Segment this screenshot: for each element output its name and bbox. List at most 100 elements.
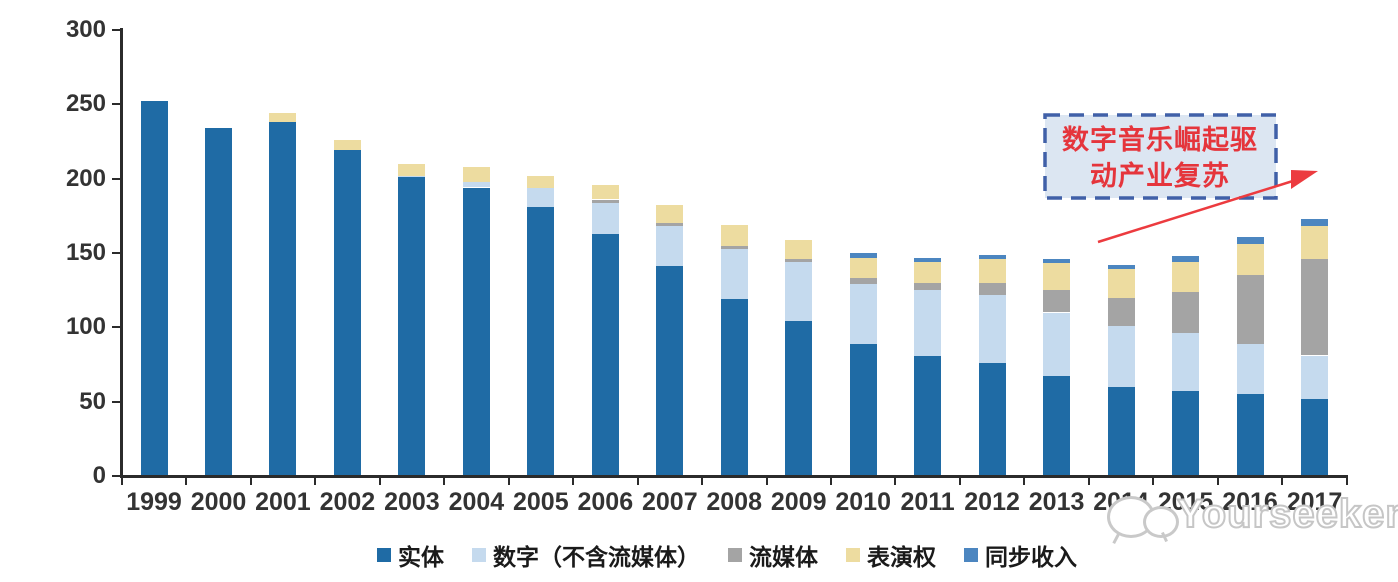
- x-tick-16: [1152, 477, 1155, 485]
- x-tick-label-2005: 2005: [512, 488, 569, 516]
- x-tick-label-2001: 2001: [255, 488, 311, 516]
- chat-bubble-tail: [1112, 531, 1121, 545]
- bar-segment-2013-sync-revenue: [1043, 258, 1071, 264]
- bar-segment-2014-digital-excl-streaming: [1107, 325, 1135, 387]
- bar-segment-2012-streaming: [978, 282, 1006, 295]
- bar-segment-2017-streaming: [1301, 258, 1328, 356]
- annotation-arrowhead-icon: [1291, 170, 1318, 189]
- bar-segment-2009-performance-rights: [785, 239, 813, 259]
- bar-segment-2016-physical: [1236, 394, 1264, 476]
- y-tick-150: [112, 252, 121, 254]
- y-tick-200: [112, 177, 121, 180]
- bar-segment-2004-physical: [462, 187, 490, 476]
- x-tick-label-2009: 2009: [770, 488, 827, 516]
- bar-segment-2008-performance-rights: [720, 224, 748, 246]
- bar-segment-2010-physical: [849, 343, 877, 476]
- legend-swatch-performance-rights: [846, 548, 860, 562]
- x-tick-3: [314, 477, 317, 485]
- y-tick-300: [112, 29, 121, 31]
- bar-segment-2017-physical: [1301, 398, 1328, 476]
- bar-segment-2007-physical: [656, 266, 684, 476]
- x-tick-label-2004: 2004: [448, 488, 505, 516]
- chat-bubble-small: [1143, 506, 1179, 538]
- bar-segment-2014-physical: [1107, 386, 1135, 476]
- legend: 实体 数字（不含流媒体） 流媒体 表演权 同步收入: [377, 538, 1077, 572]
- bar-segment-2004-digital-excl-streaming: [462, 181, 490, 188]
- bar-segment-2007-performance-rights: [656, 205, 684, 224]
- bar-segment-2015-physical: [1172, 391, 1199, 476]
- bar-segment-2012-physical: [978, 363, 1006, 476]
- bar-segment-2013-digital-excl-streaming: [1043, 312, 1071, 377]
- y-axis-line: [120, 28, 123, 478]
- x-tick-label-2011: 2011: [900, 488, 955, 516]
- x-tick-label-2003: 2003: [384, 488, 440, 516]
- y-tick-label-0: 0: [92, 462, 106, 489]
- bar-segment-2016-performance-rights: [1236, 244, 1264, 276]
- bar-segment-2011-digital-excl-streaming: [914, 290, 942, 356]
- x-tick-label-2002: 2002: [319, 488, 376, 516]
- legend-label-streaming: 流媒体: [749, 545, 818, 570]
- bar-segment-2013-performance-rights: [1043, 263, 1071, 291]
- bar-segment-2010-sync-revenue: [849, 253, 877, 258]
- y-tick-label-50: 50: [79, 387, 106, 415]
- legend-label-digital-excl-streaming: 数字（不含流媒体）: [493, 545, 700, 570]
- bar-segment-2004-performance-rights: [462, 166, 490, 182]
- legend-item-digital-excl-streaming: 数字（不含流媒体）: [472, 538, 700, 572]
- bar-segment-2003-digital-excl-streaming: [398, 175, 426, 178]
- legend-swatch-sync-revenue: [964, 548, 978, 562]
- bar-segment-2006-performance-rights: [591, 184, 619, 200]
- bar-segment-2002-performance-rights: [333, 140, 361, 151]
- bar-segment-2008-streaming: [720, 245, 748, 249]
- bar-segment-2015-streaming: [1172, 291, 1199, 334]
- y-tick-250: [112, 103, 121, 106]
- bar-segment-2017-performance-rights: [1301, 226, 1328, 259]
- annotation-callout: 数字音乐崛起驱 动产业复苏: [1044, 118, 1276, 198]
- x-tick-13: [958, 477, 961, 485]
- legend-swatch-streaming: [728, 548, 742, 562]
- x-tick-5: [443, 477, 446, 485]
- bar-segment-2011-performance-rights: [914, 261, 942, 283]
- bar-segment-2013-physical: [1043, 376, 1071, 476]
- bar-segment-2006-streaming: [591, 199, 619, 203]
- bar-segment-2010-digital-excl-streaming: [849, 284, 877, 344]
- annotation-line1: 数字音乐崛起驱: [1062, 125, 1258, 155]
- x-tick-6: [507, 477, 510, 485]
- bar-segment-2013-streaming: [1043, 290, 1071, 313]
- x-tick-label-2007: 2007: [641, 488, 698, 516]
- bar-segment-2012-performance-rights: [978, 258, 1006, 283]
- x-axis-line: [120, 475, 1348, 478]
- x-tick-14: [1023, 477, 1026, 485]
- x-tick-10: [765, 477, 768, 485]
- bar-segment-2005-physical: [527, 206, 555, 476]
- x-tick-label-2010: 2010: [835, 488, 891, 516]
- y-tick-label-100: 100: [65, 313, 106, 341]
- bar-segment-2003-physical: [398, 177, 426, 476]
- bar-segment-2005-digital-excl-streaming: [527, 187, 555, 207]
- x-tick-0: [120, 477, 123, 485]
- x-tick-label-2008: 2008: [706, 488, 762, 516]
- x-tick-label-2016: 2016: [1222, 488, 1278, 516]
- bar-segment-2015-digital-excl-streaming: [1172, 333, 1199, 392]
- bar-segment-2015-sync-revenue: [1172, 256, 1199, 262]
- bar-segment-2008-digital-excl-streaming: [720, 248, 748, 299]
- x-tick-label-2017: 2017: [1286, 488, 1343, 516]
- bar-segment-2009-physical: [785, 321, 813, 476]
- bar-segment-2000-physical: [205, 128, 232, 476]
- bar-segment-2001-physical: [269, 122, 297, 476]
- legend-label-performance-rights: 表演权: [867, 545, 936, 570]
- bar-segment-2016-digital-excl-streaming: [1236, 343, 1264, 395]
- annotation-arrow-line: [1097, 178, 1297, 244]
- bar-segment-2003-performance-rights: [398, 163, 426, 176]
- y-tick-100: [112, 326, 121, 329]
- bar-segment-2009-digital-excl-streaming: [785, 261, 813, 322]
- bar-segment-2012-sync-revenue: [978, 254, 1006, 259]
- bar-segment-2008-physical: [720, 299, 748, 476]
- x-tick-17: [1216, 477, 1219, 485]
- x-tick-label-2000: 2000: [190, 488, 247, 516]
- bar-segment-2014-streaming: [1107, 297, 1135, 326]
- legend-label-physical: 实体: [398, 545, 444, 570]
- bar-segment-2011-physical: [914, 355, 942, 476]
- x-tick-15: [1087, 477, 1090, 485]
